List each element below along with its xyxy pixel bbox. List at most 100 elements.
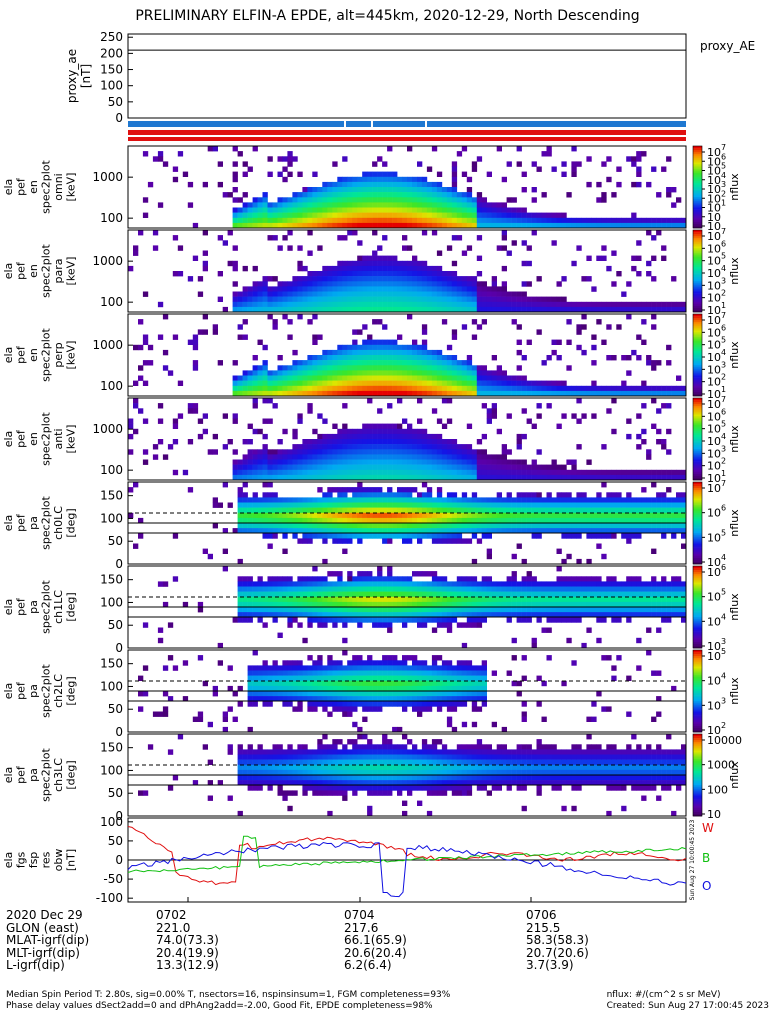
spectrogram-cell: [382, 602, 387, 607]
spectrogram-cell: [253, 650, 258, 655]
spectrogram-cell: [268, 497, 273, 502]
spectrogram-cell: [357, 439, 362, 444]
spectrogram-cell: [392, 576, 397, 581]
spectrogram-cell: [467, 376, 472, 381]
spectrogram-cell: [472, 449, 477, 454]
spectrogram-cell: [661, 391, 666, 396]
spectrogram-cell: [158, 628, 163, 633]
spectrogram-cell: [557, 508, 562, 513]
spectrogram-cell: [507, 381, 512, 386]
spectrogram-cell: [502, 523, 507, 528]
spectrogram-cell: [337, 197, 342, 202]
spectrogram-cell: [591, 360, 596, 365]
spectrogram-cell: [392, 182, 397, 187]
spectrogram-cell: [502, 286, 507, 291]
spectrogram-cell: [372, 470, 377, 475]
spectrogram-cell: [357, 297, 362, 302]
spectrogram-cell: [352, 597, 357, 602]
colorbar-segment: [693, 205, 702, 207]
spectrogram-cell: [477, 497, 482, 502]
spectrogram-cell: [497, 602, 502, 607]
spectrogram-cell: [282, 202, 287, 207]
spectrogram-cell: [512, 607, 517, 612]
spectrogram-cell: [347, 218, 352, 223]
spectrogram-cell: [382, 513, 387, 518]
colorbar-tick-label: 10: [707, 398, 721, 411]
spectrogram-cell: [472, 365, 477, 370]
spectrogram-cell: [317, 391, 322, 396]
spectrogram-cell: [417, 398, 422, 403]
spectrogram-cell: [422, 192, 427, 197]
spectrogram-cell: [477, 587, 482, 592]
spectrogram-cell: [243, 470, 248, 475]
spectrogram-cell: [327, 187, 332, 192]
spectrogram-cell: [576, 475, 581, 480]
spectrogram-cell: [661, 497, 666, 502]
spectrogram-cell: [342, 192, 347, 197]
spectrogram-cell: [392, 470, 397, 475]
spectrogram-cell: [188, 408, 193, 413]
spectrogram-cell: [248, 576, 253, 581]
spectrogram-cell: [581, 503, 586, 508]
spectrogram-cell: [571, 161, 576, 166]
spectrogram-cell: [372, 587, 377, 592]
spectrogram-cell: [517, 218, 522, 223]
spectrogram-cell: [377, 213, 382, 218]
spectrogram-cell: [422, 602, 427, 607]
spectrogram-cell: [367, 487, 372, 492]
spectrogram-cell: [332, 592, 337, 597]
spectrogram-cell: [213, 146, 218, 151]
spectrogram-cell: [273, 324, 278, 329]
spectrogram-cell: [671, 391, 676, 396]
spectrogram-cell: [427, 365, 432, 370]
spectrogram-cell: [527, 503, 532, 508]
spectrogram-cell: [427, 286, 432, 291]
spectrogram-cell: [407, 429, 412, 434]
spectrogram-cell: [467, 245, 472, 250]
spectrogram-cell: [312, 533, 317, 538]
colorbar-segment: [693, 195, 702, 197]
spectrogram-cell: [342, 271, 347, 276]
spectrogram-cell: [666, 602, 671, 607]
spectrogram-cell: [606, 177, 611, 182]
y-axis-label: pef: [15, 345, 28, 364]
spectrogram-cell: [273, 602, 278, 607]
spectrogram-cell: [462, 449, 467, 454]
spectrogram-cell: [467, 518, 472, 523]
spectrogram-cell: [417, 497, 422, 502]
spectrogram-cell: [352, 208, 357, 213]
spectrogram-cell: [442, 292, 447, 297]
spectrogram-cell: [392, 617, 397, 622]
spectrogram-cell: [442, 286, 447, 291]
spectrogram-cell: [387, 386, 392, 391]
spectrogram-cell: [238, 335, 243, 340]
spectrogram-cell: [656, 523, 661, 528]
spectrogram-cell: [342, 429, 347, 434]
spectrogram-cell: [547, 518, 552, 523]
spectrogram-cell: [432, 497, 437, 502]
spectrogram-cell: [581, 576, 586, 581]
spectrogram-cell: [542, 602, 547, 607]
spectrogram-cell: [292, 391, 297, 396]
spectrogram-cell: [417, 302, 422, 307]
spectrogram-cell: [422, 329, 427, 334]
spectrogram-cell: [317, 671, 322, 676]
spectrogram-cell: [452, 592, 457, 597]
spectrogram-cell: [502, 223, 507, 228]
spectrogram-cell: [437, 381, 442, 386]
spectrogram-cell: [566, 597, 571, 602]
spectrogram-cell: [537, 587, 542, 592]
spectrogram-cell: [611, 492, 616, 497]
spectrogram-cell: [302, 638, 307, 643]
spectrogram-cell: [422, 223, 427, 228]
spectrogram-cell: [566, 470, 571, 475]
spectrogram-cell: [362, 492, 367, 497]
spectrogram-cell: [472, 576, 477, 581]
spectrogram-cell: [452, 597, 457, 602]
spectrogram-cell: [188, 487, 193, 492]
spectrogram-cell: [382, 434, 387, 439]
spectrogram-cell: [282, 449, 287, 454]
spectrogram-cell: [537, 465, 542, 470]
spectrogram-cell: [447, 197, 452, 202]
spectrogram-cell: [243, 370, 248, 375]
